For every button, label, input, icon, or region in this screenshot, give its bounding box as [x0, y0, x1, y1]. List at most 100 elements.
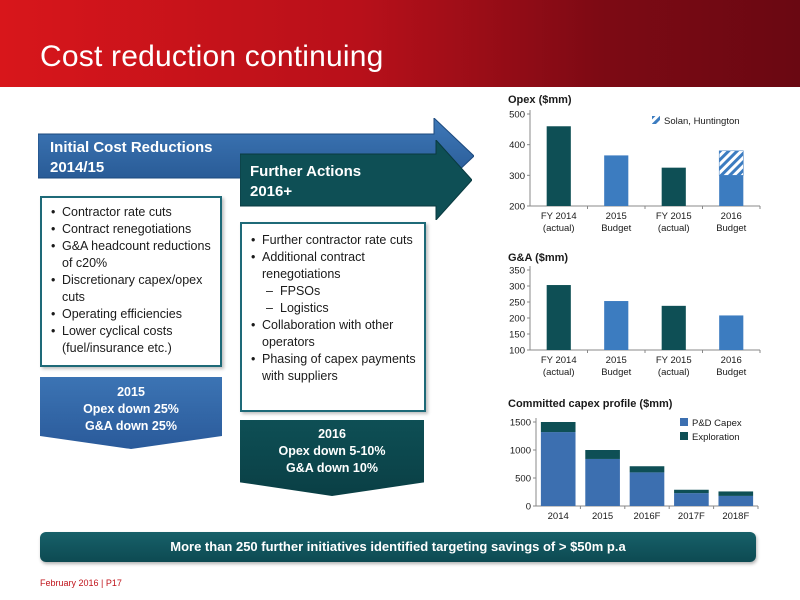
bar-exploration: [540, 422, 576, 433]
y-tick-label: 0: [526, 502, 531, 513]
x-tick-label: FY 2014: [541, 355, 577, 366]
bar-p-d-capex: [718, 495, 754, 506]
x-tick-label: 2018F: [722, 511, 749, 522]
x-tick-label: 2016: [721, 211, 742, 222]
ga-chart-title: G&A ($mm): [508, 252, 569, 264]
y-tick-label: 250: [509, 298, 525, 309]
summary-2016-opex: Opex down 5-10%: [278, 444, 386, 458]
y-tick-label: 200: [509, 202, 525, 213]
opex-chart-title: Opex ($mm): [508, 94, 572, 106]
y-tick-label: 300: [509, 171, 525, 182]
bar-p-d-capex: [674, 493, 709, 506]
x-tick-label: (actual): [543, 367, 575, 378]
bar: [661, 305, 686, 350]
list-item: Further contractor rate cuts: [248, 232, 418, 249]
x-tick-label: Budget: [716, 223, 746, 234]
bar: [604, 155, 629, 206]
x-tick-label: Budget: [601, 223, 631, 234]
bar: [546, 126, 571, 206]
x-tick-label: (actual): [658, 223, 690, 234]
bar-exploration: [718, 491, 754, 496]
y-tick-label: 500: [515, 474, 531, 485]
legend-item: Exploration: [680, 432, 740, 443]
x-tick-label: (actual): [658, 367, 690, 378]
list-subitem: Logistics: [248, 300, 418, 317]
bar: [604, 301, 629, 350]
legend: Solan, Huntington: [652, 116, 740, 127]
list-item: G&A headcount reductions of c20%: [48, 238, 214, 272]
legend-swatch: [680, 432, 688, 440]
summary-2016-ga: G&A down 10%: [286, 461, 378, 475]
x-tick-label: (actual): [543, 223, 575, 234]
legend-label: P&D Capex: [692, 418, 742, 429]
summary-2016: 2016 Opex down 5-10% G&A down 10%: [240, 420, 424, 496]
further-actions-label: Further Actions 2016+: [250, 162, 361, 202]
legend-label: Solan, Huntington: [664, 116, 740, 127]
list-item: Additional contract renegotiations: [248, 249, 418, 283]
further-actions-arrow: [240, 140, 472, 220]
list-item: Operating efficiencies: [48, 306, 214, 323]
header-band: Cost reduction continuing: [0, 0, 800, 87]
x-tick-label: Budget: [716, 367, 746, 378]
summary-2015-ga: G&A down 25%: [85, 419, 177, 433]
bar-extra: [718, 150, 744, 176]
y-tick-label: 350: [509, 266, 525, 277]
initial-reductions-label: Initial Cost Reductions 2014/15: [50, 138, 213, 178]
footer-date-page: February 2016 | P17: [40, 578, 122, 588]
x-tick-label: 2016F: [634, 511, 661, 522]
summary-2015-opex: Opex down 25%: [83, 402, 179, 416]
x-tick-label: FY 2014: [541, 211, 577, 222]
x-tick-label: FY 2015: [656, 211, 692, 222]
list-item: Collaboration with other operators: [248, 317, 418, 351]
x-tick-label: 2016: [721, 355, 742, 366]
list-item: Contract renegotiations: [48, 221, 214, 238]
bar-p-d-capex: [629, 472, 665, 506]
initial-reductions-list: Contractor rate cuts Contract renegotiat…: [40, 196, 222, 367]
bar-exploration: [585, 450, 620, 459]
further-actions-line1: Further Actions: [250, 163, 362, 180]
list-item: Phasing of capex payments with suppliers: [248, 351, 418, 385]
bar-p-d-capex: [540, 432, 576, 506]
initiatives-banner: More than 250 further initiatives identi…: [40, 532, 756, 562]
bar: [719, 175, 744, 206]
x-tick-label: 2015: [606, 355, 627, 366]
capex-chart-title: Committed capex profile ($mm): [508, 398, 673, 410]
initial-reductions-line2: 2014/15: [50, 159, 105, 176]
list-subitem: FPSOs: [248, 283, 418, 300]
bar-exploration: [629, 466, 665, 473]
legend-swatch: [680, 418, 688, 426]
x-tick-label: Budget: [601, 367, 631, 378]
initial-reductions-line1: Initial Cost Reductions: [50, 139, 213, 156]
x-tick-label: FY 2015: [656, 355, 692, 366]
y-tick-label: 1500: [510, 418, 531, 429]
list-item: Lower cyclical costs (fuel/insurance etc…: [48, 323, 214, 357]
list-item: Contractor rate cuts: [48, 204, 214, 221]
y-tick-label: 1000: [510, 446, 531, 457]
summary-2016-year: 2016: [318, 427, 346, 441]
legend-label: Exploration: [692, 432, 740, 443]
summary-2015-year: 2015: [117, 385, 145, 399]
y-tick-label: 150: [509, 330, 525, 341]
x-tick-label: 2014: [548, 511, 569, 522]
bar: [719, 315, 744, 350]
y-tick-label: 500: [509, 110, 525, 121]
further-actions-list: Further contractor rate cuts Additional …: [240, 222, 426, 412]
legend-item: P&D Capex: [680, 418, 742, 429]
page-title: Cost reduction continuing: [40, 40, 384, 73]
x-tick-label: 2015: [606, 211, 627, 222]
further-actions-line2: 2016+: [250, 183, 293, 200]
x-tick-label: 2017F: [678, 511, 705, 522]
bar-exploration: [674, 489, 709, 494]
x-tick-label: 2015: [592, 511, 613, 522]
bar-p-d-capex: [585, 458, 620, 506]
y-tick-label: 200: [509, 314, 525, 325]
y-tick-label: 300: [509, 282, 525, 293]
y-tick-label: 400: [509, 140, 525, 151]
capex-chart: 0 500 1000 1500 2014 2015 2016F 2017F 2018F P&D C…: [510, 418, 759, 522]
bar: [661, 167, 686, 206]
list-item: Discretionary capex/opex cuts: [48, 272, 214, 306]
y-tick-label: 100: [509, 346, 525, 357]
bar: [546, 285, 571, 350]
